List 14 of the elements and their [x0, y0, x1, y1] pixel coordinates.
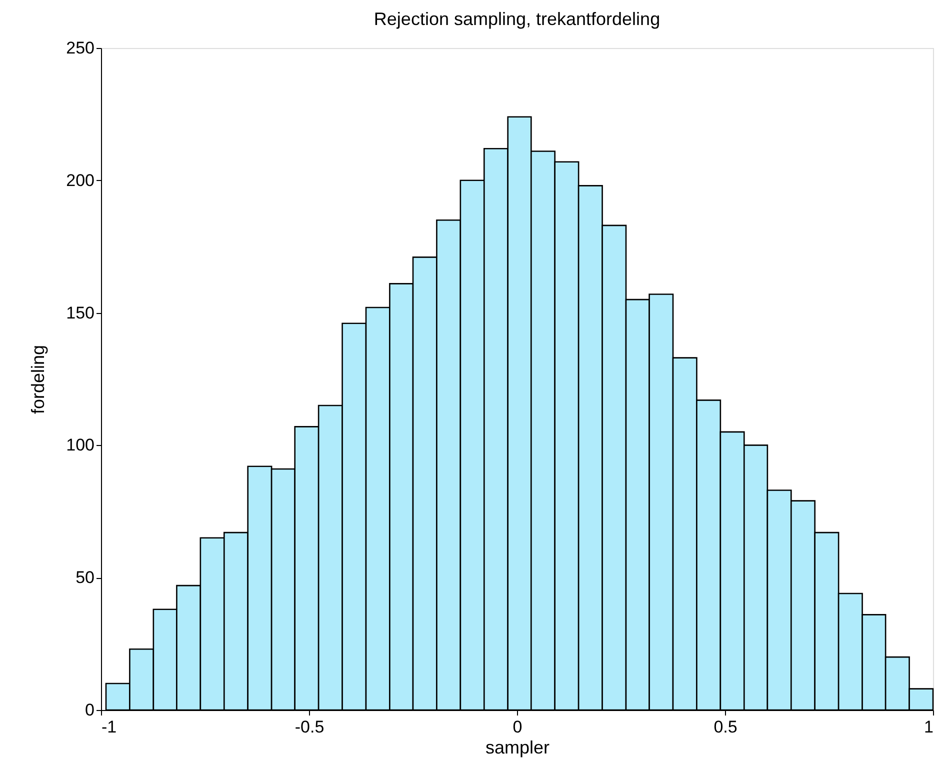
y-tick-label: 250	[66, 38, 94, 58]
y-axis-title: fordeling	[28, 344, 48, 414]
y-tick-label: 150	[66, 303, 94, 322]
x-axis-title: sampler	[485, 738, 550, 758]
x-tick-label: 0.5	[714, 718, 738, 736]
x-tick-label: 1	[924, 718, 934, 736]
x-tick-label: -0.5	[294, 718, 324, 736]
y-tick-label: 50	[76, 568, 94, 588]
chart-title: Rejection sampling, trekantfordeling	[374, 9, 660, 29]
x-tick-label: 0	[512, 718, 522, 736]
y-tick-label: 0	[85, 700, 94, 720]
x-tick-label: -1	[102, 718, 117, 736]
y-tick-label: 100	[66, 436, 94, 455]
y-tick-label: 200	[66, 170, 94, 190]
